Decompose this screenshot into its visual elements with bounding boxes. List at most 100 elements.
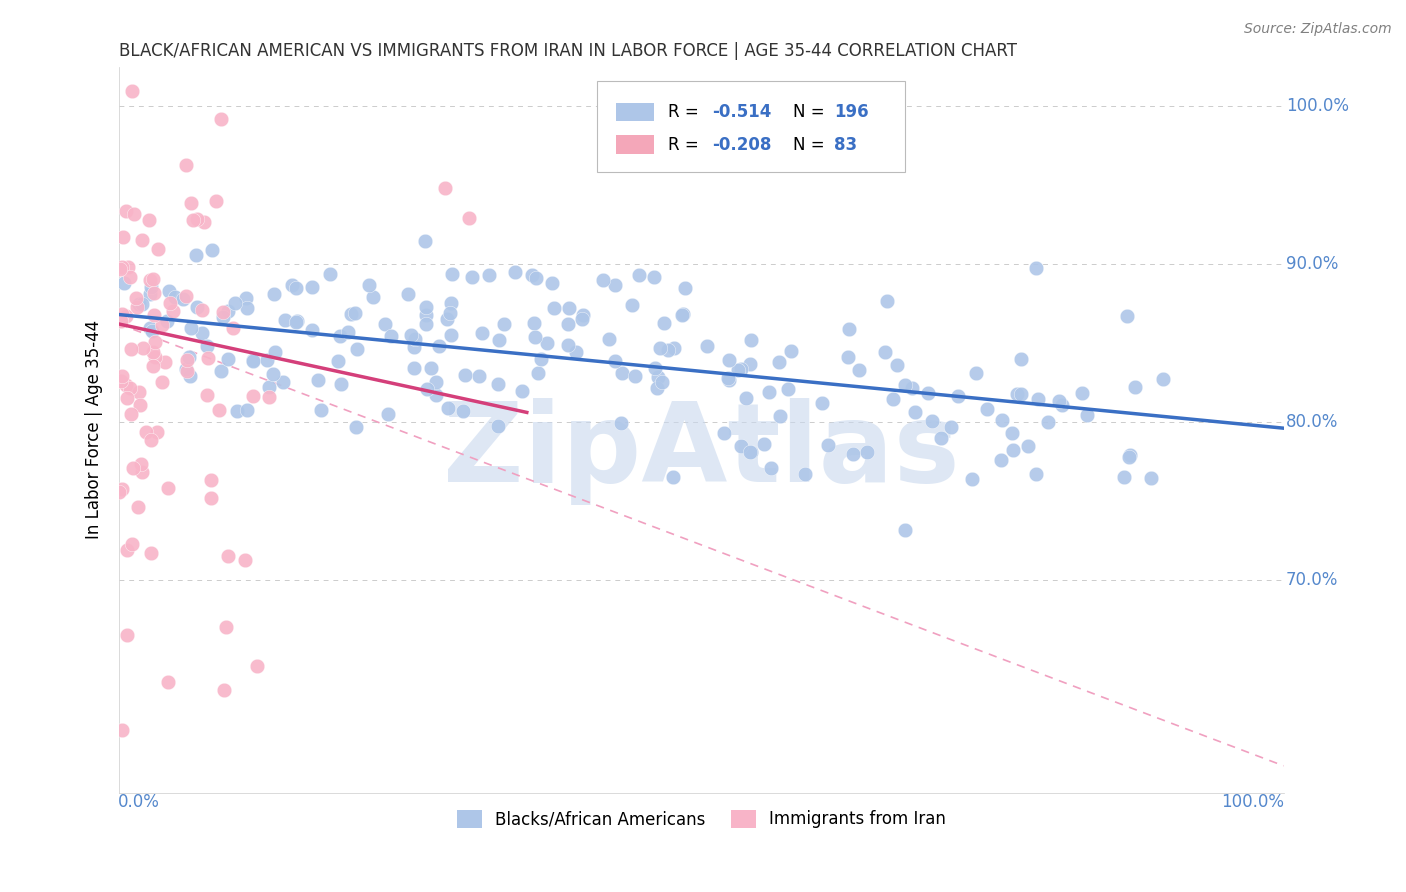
Point bbox=[838, 322, 860, 336]
Point bbox=[191, 302, 214, 317]
Point bbox=[114, 309, 136, 323]
Point bbox=[135, 425, 157, 439]
Point bbox=[425, 375, 447, 389]
Point bbox=[211, 305, 233, 319]
Point bbox=[848, 362, 870, 376]
Point bbox=[177, 351, 200, 365]
Point bbox=[111, 307, 134, 321]
Text: 70.0%: 70.0% bbox=[1286, 571, 1339, 589]
Point bbox=[441, 267, 464, 281]
Point bbox=[740, 333, 762, 347]
Point bbox=[193, 215, 215, 229]
Text: 90.0%: 90.0% bbox=[1286, 255, 1339, 273]
Point bbox=[1036, 415, 1059, 429]
Point bbox=[117, 260, 139, 274]
Point bbox=[976, 402, 998, 417]
Point bbox=[191, 326, 214, 340]
Point bbox=[142, 308, 165, 322]
Point bbox=[527, 366, 550, 380]
Point bbox=[174, 159, 197, 173]
Point bbox=[673, 281, 696, 295]
Point bbox=[242, 389, 264, 403]
Point bbox=[162, 304, 184, 318]
Point bbox=[141, 324, 163, 338]
Point bbox=[1139, 471, 1161, 485]
Point bbox=[1047, 393, 1070, 408]
Point bbox=[427, 339, 450, 353]
Point bbox=[1010, 387, 1032, 401]
Point bbox=[110, 262, 132, 277]
Point bbox=[882, 392, 904, 406]
Point bbox=[301, 280, 323, 294]
Point bbox=[643, 269, 665, 284]
Point bbox=[592, 273, 614, 287]
Point bbox=[361, 290, 384, 304]
Point bbox=[111, 369, 134, 384]
Point bbox=[131, 466, 153, 480]
Point bbox=[156, 314, 179, 328]
Point bbox=[217, 304, 239, 318]
Point bbox=[647, 381, 669, 395]
Point bbox=[186, 248, 208, 262]
Text: ZipAtlas: ZipAtlas bbox=[443, 398, 960, 505]
Point bbox=[108, 374, 131, 388]
Point bbox=[274, 313, 297, 327]
Text: R =: R = bbox=[668, 103, 703, 121]
Point bbox=[121, 83, 143, 97]
Point bbox=[768, 409, 790, 423]
Text: 80.0%: 80.0% bbox=[1286, 413, 1339, 431]
Point bbox=[329, 377, 352, 392]
Point bbox=[380, 329, 402, 343]
Point bbox=[778, 382, 800, 396]
Point bbox=[217, 549, 239, 564]
Point bbox=[120, 270, 142, 285]
Point bbox=[672, 307, 695, 321]
Point bbox=[917, 386, 939, 401]
Point bbox=[886, 358, 908, 372]
Point bbox=[209, 363, 232, 377]
Point bbox=[146, 425, 169, 439]
Point bbox=[204, 194, 226, 208]
Point bbox=[200, 491, 222, 506]
Bar bbox=[616, 103, 654, 121]
Point bbox=[1010, 351, 1032, 366]
Point bbox=[420, 361, 443, 376]
Point bbox=[1115, 309, 1137, 323]
Point bbox=[139, 320, 162, 334]
Point bbox=[117, 628, 139, 642]
Point bbox=[110, 314, 132, 328]
Point bbox=[486, 377, 509, 392]
Point bbox=[960, 472, 983, 486]
Point bbox=[730, 439, 752, 453]
Point bbox=[163, 290, 186, 304]
Text: -0.208: -0.208 bbox=[711, 136, 772, 153]
Point bbox=[155, 354, 177, 368]
Point bbox=[671, 309, 693, 323]
Point bbox=[127, 500, 149, 514]
Text: N =: N = bbox=[793, 103, 831, 121]
Point bbox=[259, 380, 281, 394]
Point bbox=[904, 405, 927, 419]
Text: R =: R = bbox=[668, 136, 703, 153]
Text: 100.0%: 100.0% bbox=[1220, 793, 1284, 811]
Point bbox=[377, 407, 399, 421]
Point bbox=[129, 457, 152, 471]
Point bbox=[172, 292, 194, 306]
Point bbox=[399, 327, 422, 342]
Point bbox=[650, 341, 672, 355]
Point bbox=[713, 426, 735, 441]
Point bbox=[717, 373, 740, 387]
Point bbox=[287, 313, 309, 327]
Point bbox=[467, 369, 489, 384]
Text: Source: ZipAtlas.com: Source: ZipAtlas.com bbox=[1244, 22, 1392, 37]
Text: 0.0%: 0.0% bbox=[118, 793, 160, 811]
Point bbox=[470, 326, 492, 340]
FancyBboxPatch shape bbox=[596, 81, 905, 172]
Point bbox=[115, 378, 138, 392]
Y-axis label: In Labor Force | Age 35-44: In Labor Force | Age 35-44 bbox=[86, 320, 103, 540]
Point bbox=[451, 403, 474, 417]
Point bbox=[129, 398, 152, 412]
Point bbox=[125, 291, 148, 305]
Point bbox=[121, 537, 143, 551]
Point bbox=[461, 270, 484, 285]
